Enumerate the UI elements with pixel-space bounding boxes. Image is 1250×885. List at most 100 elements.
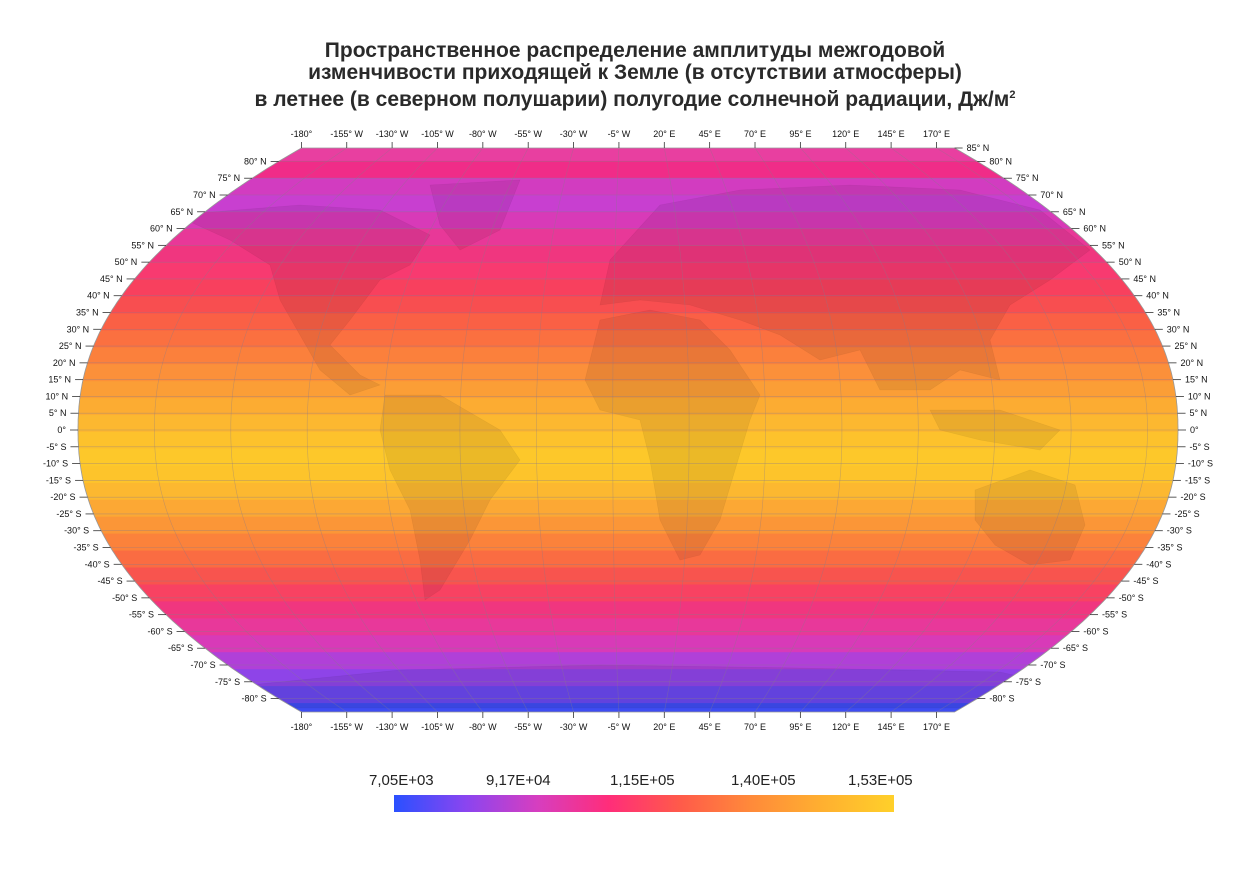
radiation-band bbox=[78, 703, 1178, 712]
latitude-label-left: -35° S bbox=[73, 543, 98, 553]
meridian-line bbox=[754, 148, 843, 712]
radiation-band bbox=[78, 550, 1178, 568]
longitude-label-bottom: 45° E bbox=[699, 722, 721, 732]
meridian-line bbox=[890, 148, 1072, 712]
meridian-line bbox=[709, 148, 766, 712]
latitude-label-left: -30° S bbox=[64, 526, 89, 536]
latitude-label-left: -60° S bbox=[147, 626, 172, 636]
latitude-label-right: -40° S bbox=[1146, 559, 1171, 569]
meridian-line bbox=[936, 148, 1148, 712]
australia bbox=[974, 469, 1086, 566]
radiation-band bbox=[78, 245, 1178, 263]
longitude-label-top: 70° E bbox=[744, 129, 766, 139]
latitude-label-left: 80° N bbox=[244, 156, 267, 166]
radiation-band bbox=[78, 381, 1178, 399]
latitude-label-left: -75° S bbox=[215, 677, 240, 687]
latitude-label-left: 70° N bbox=[193, 190, 216, 200]
latitude-label-left: -80° S bbox=[241, 694, 266, 704]
latitude-label-right: -25° S bbox=[1175, 509, 1200, 519]
longitude-label-bottom: -55° W bbox=[514, 722, 542, 732]
graticule bbox=[78, 148, 1178, 712]
longitude-label-bottom: 120° E bbox=[832, 722, 859, 732]
latitude-label-right: -45° S bbox=[1133, 576, 1158, 586]
latitude-label-right: 15° N bbox=[1185, 375, 1208, 385]
radiation-band bbox=[78, 330, 1178, 348]
latitude-label-left: -15° S bbox=[46, 475, 71, 485]
radiation-band bbox=[78, 432, 1178, 450]
radiation-band bbox=[78, 228, 1178, 247]
longitude-label-bottom: -180° bbox=[291, 722, 313, 732]
meridian-line bbox=[535, 148, 574, 712]
longitude-label-top: -80° W bbox=[469, 129, 497, 139]
longitude-label-top: 145° E bbox=[878, 129, 905, 139]
longitude-label-top: 170° E bbox=[923, 129, 950, 139]
meridian-line bbox=[800, 148, 919, 712]
longitude-label-bottom: 20° E bbox=[653, 722, 675, 732]
longitude-label-bottom: 145° E bbox=[878, 722, 905, 732]
legend-label-4: 1,40E+05 bbox=[731, 772, 796, 789]
radiation-band bbox=[78, 635, 1178, 653]
latitude-label-left: -45° S bbox=[97, 576, 122, 586]
radiation-band bbox=[78, 177, 1178, 196]
longitude-label-top: -130° W bbox=[376, 129, 409, 139]
latitude-label-right: -75° S bbox=[1016, 677, 1041, 687]
latitude-label-left: 50° N bbox=[115, 257, 138, 267]
latitude-label-left: -70° S bbox=[190, 660, 215, 670]
latitude-label-left: -25° S bbox=[56, 509, 81, 519]
latitude-label-left: 55° N bbox=[131, 240, 154, 250]
latitude-label-left: 40° N bbox=[87, 291, 110, 301]
latitude-label-right: -35° S bbox=[1157, 543, 1182, 553]
latitude-label-right: 20° N bbox=[1181, 358, 1204, 368]
radiation-band bbox=[78, 279, 1178, 297]
latitude-label-right: 85° N bbox=[967, 143, 990, 153]
longitude-label-top: -105° W bbox=[421, 129, 454, 139]
radiation-band bbox=[78, 347, 1178, 365]
latitude-label-left: -40° S bbox=[85, 559, 110, 569]
latitude-label-right: -50° S bbox=[1119, 593, 1144, 603]
longitude-label-top: -5° W bbox=[608, 129, 631, 139]
radiation-band bbox=[78, 465, 1178, 484]
longitude-label-top: 45° E bbox=[699, 129, 721, 139]
latitude-label-right: 50° N bbox=[1119, 257, 1142, 267]
longitude-label-top: -30° W bbox=[560, 129, 588, 139]
latitude-label-right: -65° S bbox=[1063, 643, 1088, 653]
radiation-band bbox=[78, 516, 1178, 535]
radiation-band bbox=[78, 584, 1178, 602]
meridian-line bbox=[154, 148, 347, 712]
legend-label-3: 1,15E+05 bbox=[610, 772, 675, 789]
latitude-label-right: -80° S bbox=[989, 694, 1014, 704]
longitude-label-bottom: 170° E bbox=[923, 722, 950, 732]
latitude-label-left: 60° N bbox=[150, 224, 173, 234]
latitude-label-right: 60° N bbox=[1083, 224, 1106, 234]
latitude-label-right: -20° S bbox=[1181, 492, 1206, 502]
meridian-line bbox=[383, 148, 484, 712]
radiation-band bbox=[78, 398, 1178, 416]
latitude-label-left: 5° N bbox=[49, 408, 67, 418]
radiation-band bbox=[78, 415, 1178, 433]
latitude-label-right: 35° N bbox=[1157, 308, 1180, 318]
longitude-label-top: 20° E bbox=[653, 129, 675, 139]
legend-label-2: 9,17E+04 bbox=[486, 772, 551, 789]
meridian-line bbox=[306, 148, 438, 712]
longitude-label-top: 95° E bbox=[789, 129, 811, 139]
latitude-label-right: -15° S bbox=[1185, 475, 1210, 485]
world-map: -180° -180° -155° W -155° W -130° W -130° W -1… bbox=[43, 129, 1213, 732]
radiation-band bbox=[78, 364, 1178, 382]
latitude-label-right: 70° N bbox=[1040, 190, 1063, 200]
latitude-label-right: -70° S bbox=[1040, 660, 1065, 670]
latitude-label-left: 65° N bbox=[170, 207, 193, 217]
latitude-label-right: -60° S bbox=[1083, 626, 1108, 636]
radiation-band bbox=[78, 567, 1178, 585]
latitude-label-right: -5° S bbox=[1190, 442, 1210, 452]
radiation-band bbox=[78, 262, 1178, 280]
radiation-band bbox=[78, 296, 1178, 314]
latitude-label-right: 5° N bbox=[1190, 408, 1208, 418]
continents bbox=[173, 179, 1091, 709]
latitude-label-right: -10° S bbox=[1188, 459, 1213, 469]
latitude-label-right: 80° N bbox=[989, 156, 1012, 166]
radiation-bands bbox=[78, 148, 1178, 712]
meridian-line bbox=[845, 148, 996, 712]
longitude-label-bottom: -30° W bbox=[560, 722, 588, 732]
radiation-band bbox=[78, 601, 1178, 619]
latitude-label-right: 0° bbox=[1190, 425, 1199, 435]
